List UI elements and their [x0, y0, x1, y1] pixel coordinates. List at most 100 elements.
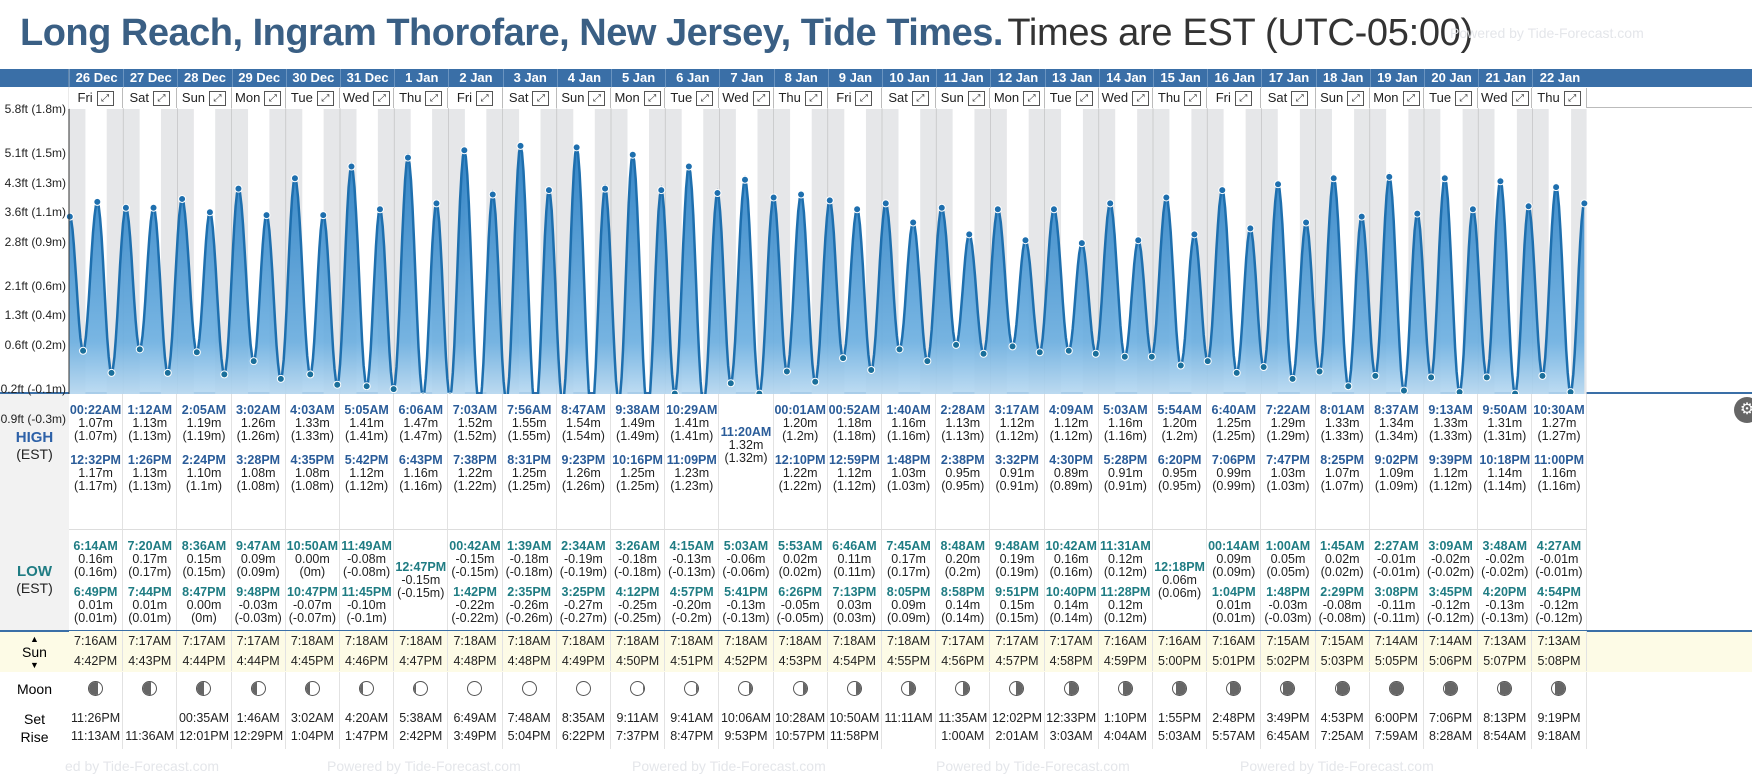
- low-tide-entry[interactable]: 1:42PM -0.22m (-0.22m): [448, 585, 501, 625]
- low-tide-entry[interactable]: 7:44PM 0.01m (0.01m): [123, 585, 176, 625]
- high-tide-entry[interactable]: 2:38PM 0.95m (0.95m): [936, 453, 989, 493]
- high-tide-entry[interactable]: 4:03AM 1.33m (1.33m): [286, 403, 339, 443]
- low-tide-point[interactable]: [1091, 349, 1100, 358]
- low-tide-entry[interactable]: 12:18PM 0.06m (0.06m): [1153, 560, 1206, 600]
- high-tide-point[interactable]: [993, 205, 1002, 214]
- high-tide-entry[interactable]: 5:42PM 1.12m (1.12m): [340, 453, 393, 493]
- high-tide-point[interactable]: [853, 205, 862, 214]
- expand-day-icon[interactable]: ⤢: [476, 91, 494, 107]
- high-tide-point[interactable]: [178, 194, 187, 203]
- high-tide-entry[interactable]: 11:09PM 1.23m (1.23m): [665, 453, 718, 493]
- low-tide-entry[interactable]: 7:45AM 0.17m (0.17m): [882, 539, 935, 579]
- high-tide-point[interactable]: [149, 203, 158, 212]
- high-tide-entry[interactable]: 2:28AM 1.13m (1.13m): [936, 403, 989, 443]
- low-tide-entry[interactable]: 4:27AM -0.01m (-0.01m): [1532, 539, 1585, 579]
- high-tide-point[interactable]: [1246, 224, 1255, 233]
- high-tide-point[interactable]: [347, 162, 356, 171]
- low-tide-entry[interactable]: 1:00AM 0.05m (0.05m): [1261, 539, 1314, 579]
- high-tide-entry[interactable]: 00:01AM 1.20m (1.2m): [774, 403, 827, 443]
- high-tide-point[interactable]: [1077, 239, 1086, 248]
- high-tide-point[interactable]: [1218, 186, 1227, 195]
- high-tide-point[interactable]: [1021, 236, 1030, 245]
- low-tide-point[interactable]: [135, 345, 144, 354]
- high-tide-point[interactable]: [93, 197, 102, 206]
- high-tide-entry[interactable]: 10:16PM 1.25m (1.25m): [611, 453, 664, 493]
- high-tide-point[interactable]: [769, 193, 778, 202]
- high-tide-point[interactable]: [262, 211, 271, 220]
- low-tide-entry[interactable]: 2:29PM -0.08m (-0.08m): [1316, 585, 1369, 625]
- low-tide-entry[interactable]: 11:45PM -0.10m (-0.1m): [340, 585, 393, 625]
- high-tide-point[interactable]: [319, 211, 328, 220]
- low-tide-point[interactable]: [333, 380, 342, 389]
- high-tide-point[interactable]: [1302, 218, 1311, 227]
- low-tide-point[interactable]: [895, 345, 904, 354]
- high-tide-point[interactable]: [1357, 212, 1366, 221]
- expand-day-icon[interactable]: ⤢: [911, 91, 929, 107]
- low-tide-point[interactable]: [1176, 361, 1185, 370]
- low-tide-entry[interactable]: 9:48PM -0.03m (-0.03m): [232, 585, 285, 625]
- low-tide-entry[interactable]: 6:49PM 0.01m (0.01m): [69, 585, 122, 625]
- low-tide-point[interactable]: [1315, 367, 1324, 376]
- high-tide-entry[interactable]: 10:29AM 1.41m (1.41m): [665, 403, 718, 443]
- expand-day-icon[interactable]: ⤢: [1291, 91, 1309, 107]
- high-tide-point[interactable]: [1049, 205, 1058, 214]
- low-tide-entry[interactable]: 10:42AM 0.16m (0.16m): [1045, 539, 1098, 579]
- low-tide-point[interactable]: [1538, 371, 1547, 380]
- high-tide-entry[interactable]: 12:59PM 1.12m (1.12m): [828, 453, 881, 493]
- high-tide-entry[interactable]: 5:54AM 1.20m (1.2m): [1153, 403, 1206, 443]
- high-tide-entry[interactable]: 6:06AM 1.47m (1.47m): [394, 403, 447, 443]
- low-tide-entry[interactable]: 4:57PM -0.20m (-0.2m): [665, 585, 718, 625]
- low-tide-point[interactable]: [362, 382, 371, 391]
- low-tide-point[interactable]: [867, 365, 876, 374]
- low-tide-entry[interactable]: 8:48AM 0.20m (0.2m): [936, 539, 989, 579]
- expand-day-icon[interactable]: ⤢: [1132, 91, 1150, 107]
- low-tide-point[interactable]: [1427, 373, 1436, 382]
- low-tide-entry[interactable]: 8:05PM 0.09m (0.09m): [882, 585, 935, 625]
- low-tide-entry[interactable]: 1:39AM -0.18m (-0.18m): [503, 539, 556, 579]
- high-tide-point[interactable]: [601, 184, 610, 193]
- low-tide-entry[interactable]: 11:49AM -0.08m (-0.08m): [340, 539, 393, 579]
- high-tide-point[interactable]: [1106, 199, 1115, 208]
- low-tide-entry[interactable]: 3:48AM -0.02m (-0.02m): [1478, 539, 1531, 579]
- low-tide-entry[interactable]: 8:47PM 0.00m (0m): [177, 585, 230, 625]
- high-tide-point[interactable]: [1468, 205, 1477, 214]
- low-tide-point[interactable]: [726, 379, 735, 388]
- expand-day-icon[interactable]: ⤢: [752, 91, 770, 107]
- low-tide-entry[interactable]: 6:46AM 0.11m (0.11m): [828, 539, 881, 579]
- expand-day-icon[interactable]: ⤢: [643, 91, 661, 107]
- low-tide-entry[interactable]: 1:45AM 0.02m (0.02m): [1316, 539, 1369, 579]
- low-tide-entry[interactable]: 4:54PM -0.12m (-0.12m): [1532, 585, 1585, 625]
- high-tide-entry[interactable]: 6:43PM 1.16m (1.16m): [394, 453, 447, 493]
- expand-day-icon[interactable]: ⤢: [1563, 91, 1581, 107]
- high-tide-entry[interactable]: 7:47PM 1.03m (1.03m): [1261, 453, 1314, 493]
- low-tide-point[interactable]: [389, 385, 398, 394]
- high-tide-entry[interactable]: 1:26PM 1.13m (1.13m): [123, 453, 176, 493]
- expand-day-icon[interactable]: ⤢: [1075, 91, 1093, 107]
- low-tide-entry[interactable]: 4:15AM -0.13m (-0.13m): [665, 539, 718, 579]
- low-tide-point[interactable]: [1035, 348, 1044, 357]
- high-tide-entry[interactable]: 1:40AM 1.16m (1.16m): [882, 403, 935, 443]
- high-tide-entry[interactable]: 3:02AM 1.26m (1.26m): [232, 403, 285, 443]
- low-tide-point[interactable]: [670, 389, 679, 394]
- high-tide-point[interactable]: [1496, 177, 1505, 186]
- high-tide-point[interactable]: [1162, 193, 1171, 202]
- high-tide-point[interactable]: [1524, 202, 1533, 211]
- high-tide-point[interactable]: [403, 153, 412, 162]
- low-tide-point[interactable]: [1120, 352, 1129, 361]
- high-tide-point[interactable]: [375, 205, 384, 214]
- low-tide-entry[interactable]: 2:27AM -0.01m (-0.01m): [1370, 539, 1423, 579]
- low-tide-point[interactable]: [1232, 368, 1241, 377]
- low-tide-entry[interactable]: 11:28PM 0.12m (0.12m): [1099, 585, 1152, 625]
- high-tide-point[interactable]: [881, 199, 890, 208]
- high-tide-entry[interactable]: 6:20PM 0.95m (0.95m): [1153, 453, 1206, 493]
- low-tide-entry[interactable]: 8:36AM 0.15m (0.15m): [177, 539, 230, 579]
- low-tide-entry[interactable]: 3:26AM -0.18m (-0.18m): [611, 539, 664, 579]
- low-tide-point[interactable]: [811, 377, 820, 386]
- expand-day-icon[interactable]: ⤢: [804, 91, 822, 107]
- low-tide-point[interactable]: [979, 349, 988, 358]
- high-tide-entry[interactable]: 8:25PM 1.07m (1.07m): [1316, 453, 1369, 493]
- expand-day-icon[interactable]: ⤢: [1023, 91, 1041, 107]
- high-tide-entry[interactable]: 2:05AM 1.19m (1.19m): [177, 403, 230, 443]
- low-tide-point[interactable]: [1008, 342, 1017, 351]
- high-tide-point[interactable]: [460, 146, 469, 155]
